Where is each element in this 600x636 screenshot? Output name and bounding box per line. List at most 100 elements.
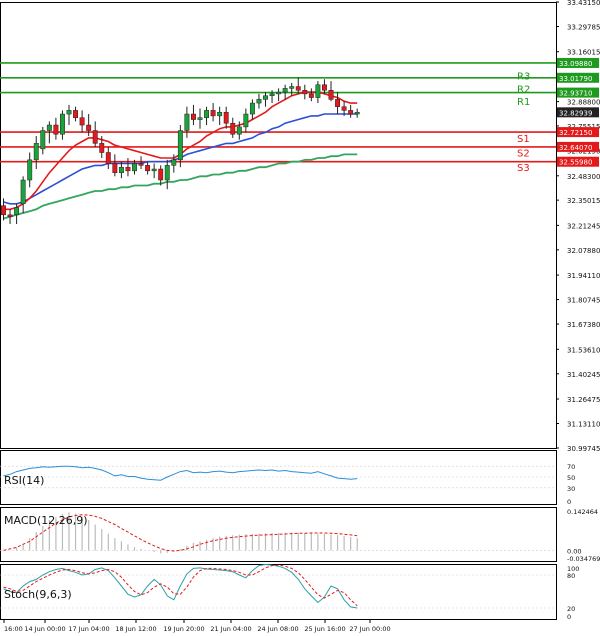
x-tick-label: 24 Jun 08:00 (257, 625, 298, 633)
candle-bull (236, 126, 242, 135)
candle-bull (217, 111, 223, 117)
candle-bull (40, 130, 46, 150)
level-name-s1: S1 (517, 134, 530, 145)
candle-bull (46, 124, 52, 131)
candle-bear (86, 124, 92, 131)
candle-bull (177, 130, 183, 161)
rsi-level-label: 70 (567, 463, 575, 471)
rsi-level-label: 30 (567, 485, 575, 493)
candle-bear (223, 111, 229, 124)
candle-bear (348, 110, 354, 115)
rsi-level-label: 0 (567, 498, 571, 506)
level-s2-price-label: 32.64070 (559, 144, 592, 152)
y-tick-label: 32.07880 (567, 247, 600, 255)
level-name-r2: R2 (517, 84, 530, 95)
level-s1-price-tag (557, 127, 599, 138)
candle-bull (282, 88, 288, 93)
extra-level-price-label: 33.09880 (559, 60, 592, 68)
candle-bull (315, 84, 321, 98)
x-tick-label: 19 Jun 20:00 (163, 625, 204, 633)
stoch-level-label: 0 (567, 613, 571, 621)
candle-bear (158, 168, 164, 181)
candle-bull (164, 165, 170, 181)
candle-bull (354, 111, 360, 115)
candle-bear (341, 106, 347, 111)
macd-macd_signal-line (3, 514, 358, 552)
stoch-stoch_main-line (3, 563, 358, 609)
candle-bear (7, 214, 13, 217)
level-name-s3: S3 (517, 163, 530, 174)
macd-pane-frame (0, 507, 557, 562)
y-tick-label: 33.16015 (567, 49, 600, 57)
candle-bear (302, 89, 308, 95)
x-tick-label: 17 Jun 04:00 (68, 625, 109, 633)
candle-bear (92, 130, 98, 144)
y-tick-label: 32.88800 (567, 99, 600, 107)
rsi-level-label: 50 (567, 474, 575, 482)
candle-bull (197, 117, 203, 120)
candle-bull (118, 166, 124, 173)
candle-bull (289, 86, 295, 89)
candle-bull (171, 159, 177, 166)
stoch-level-label: 80 (567, 572, 575, 580)
candle-bear (308, 93, 314, 98)
y-tick-label: 33.43150 (567, 0, 600, 7)
y-tick-label: 31.53610 (567, 346, 600, 354)
y-tick-label: 31.94110 (567, 272, 600, 280)
candle-bear (191, 113, 196, 120)
candle-bear (335, 99, 341, 107)
y-tick-label: 31.26475 (567, 396, 600, 404)
macd-level-label: 0.00 (567, 547, 581, 555)
candle-bear (295, 86, 301, 91)
y-tick-label: 31.40245 (567, 371, 600, 379)
stoch-level-label: 20 (567, 605, 575, 613)
y-tick-label: 32.35015 (567, 197, 600, 205)
level-s1-price-label: 32.72150 (559, 129, 592, 137)
candle-bull (249, 102, 255, 115)
rsi-indicator-name: RSI(14) (4, 474, 44, 487)
candle-bear (1, 205, 6, 216)
candle-bull (66, 110, 72, 115)
candle-bull (184, 113, 190, 131)
candle-bear (73, 110, 78, 118)
level-s2-price-tag (557, 141, 599, 152)
candle-bear (230, 122, 236, 135)
y-tick-label: 31.13110 (567, 421, 600, 429)
candle-bear (145, 165, 151, 172)
candle-bull (33, 143, 39, 161)
candle-bull (27, 159, 33, 181)
stoch-level-label: 100 (567, 565, 579, 573)
level-r3-price-tag (557, 72, 599, 83)
level-name-r3: R3 (517, 72, 530, 83)
macd-level-label: -0.034769 (567, 555, 600, 563)
time-axis: 16:00 14 Jun 00:00 17 Jun 04:00 18 Jun 12:0… (3, 619, 391, 633)
ma-slow-line (3, 153, 358, 220)
candle-bull (151, 168, 157, 172)
price-pane[interactable]: 33.43150 33.29785 33.16015 32.88800 32.75515… (0, 0, 600, 453)
level-r3-price-label: 33.01790 (559, 75, 592, 83)
stoch-stoch_signal-line (3, 564, 358, 607)
candle-bull (132, 163, 137, 172)
candle-bull (263, 95, 268, 100)
rsi-pane-frame (0, 450, 557, 505)
y-tick-label: 32.75515 (567, 123, 600, 131)
macd-indicator-name: MACD(12,26,9) (4, 514, 88, 527)
y-tick-label: 33.29785 (567, 23, 600, 31)
x-tick-label: 16:00 (4, 625, 23, 633)
x-tick-label: 18 Jun 12:00 (115, 625, 156, 633)
level-s3-price-label: 32.55980 (559, 159, 592, 167)
y-tick-label: 31.67380 (567, 321, 600, 329)
y-tick-label: 30.99745 (567, 445, 600, 453)
candle-bear (328, 89, 334, 100)
candle-bear (79, 117, 85, 126)
stoch-indicator-name: Stoch(9,6,3) (4, 588, 72, 601)
candle-bull (204, 110, 210, 118)
candle-bear (138, 163, 144, 166)
x-tick-label: 21 Jun 04:00 (210, 625, 251, 633)
y-tick-label: 32.48300 (567, 173, 600, 181)
candle-bull (60, 113, 65, 135)
candle-bear (125, 166, 131, 172)
candle-bull (14, 207, 20, 216)
